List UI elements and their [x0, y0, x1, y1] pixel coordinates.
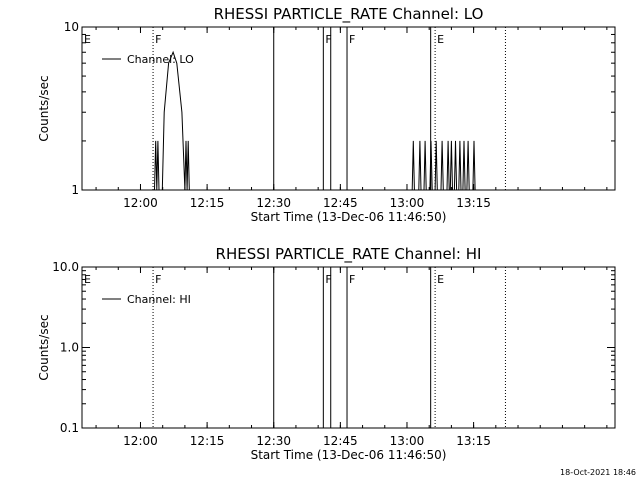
lo-panel: RHESSI PARTICLE_RATE Channel: LO E F F F E 12:… — [37, 5, 616, 224]
plot-timestamp: 18-Oct-2021 18:46 — [560, 468, 636, 477]
hi-marker-flag: E — [437, 273, 444, 286]
hi-chart-title: RHESSI PARTICLE_RATE Channel: HI — [216, 245, 482, 264]
hi-marker-flag: E — [84, 273, 91, 286]
lo-x-axis-label: Start Time (13-Dec-06 11:46:50) — [251, 210, 447, 224]
hi-y-tick-label: 1.0 — [60, 341, 79, 355]
hi-legend-label: Channel: HI — [127, 293, 191, 306]
lo-chart-title: RHESSI PARTICLE_RATE Channel: LO — [214, 5, 484, 24]
lo-x-tick-label: 12:15 — [190, 196, 225, 210]
lo-marker-flag: F — [325, 33, 331, 46]
hi-x-axis-label: Start Time (13-Dec-06 11:46:50) — [251, 448, 447, 462]
plots-group: RHESSI PARTICLE_RATE Channel: LO E F F F E 12:… — [37, 5, 616, 462]
lo-legend-label: Channel: LO — [127, 53, 194, 66]
lo-marker-flag: F — [349, 33, 355, 46]
hi-x-tick-label: 12:15 — [190, 434, 225, 448]
hi-x-tick-label: 13:15 — [456, 434, 491, 448]
hi-y-axis-label: Counts/sec — [37, 314, 51, 380]
hi-x-tick-label: 12:30 — [256, 434, 291, 448]
hi-panel: RHESSI PARTICLE_RATE Channel: HI E F F F E 12:… — [37, 245, 616, 462]
lo-x-tick-label: 12:45 — [323, 196, 358, 210]
hi-marker-flag: F — [155, 273, 161, 286]
lo-x-tick-label: 12:30 — [256, 196, 291, 210]
lo-marker-flag: E — [437, 33, 444, 46]
hi-y-tick-label: 0.1 — [60, 421, 79, 435]
lo-y-axis-label: Counts/sec — [37, 75, 51, 141]
lo-series-line — [154, 50, 476, 191]
lo-x-tick-label: 13:15 — [456, 196, 491, 210]
lo-x-tick-label: 13:00 — [390, 196, 425, 210]
hi-y-tick-label: 10.0 — [52, 260, 79, 274]
lo-x-tick-label: 12:00 — [123, 196, 158, 210]
hi-marker-flag: F — [325, 273, 331, 286]
lo-marker-flag: F — [155, 33, 161, 46]
lo-y-tick-label: 10 — [64, 20, 79, 34]
hi-x-tick-label: 12:45 — [323, 434, 358, 448]
lo-y-tick-label: 1 — [71, 183, 79, 197]
hi-marker-flag: F — [349, 273, 355, 286]
lo-marker-flag: E — [84, 33, 91, 46]
hi-x-tick-label: 12:00 — [123, 434, 158, 448]
hi-x-tick-label: 13:00 — [390, 434, 425, 448]
